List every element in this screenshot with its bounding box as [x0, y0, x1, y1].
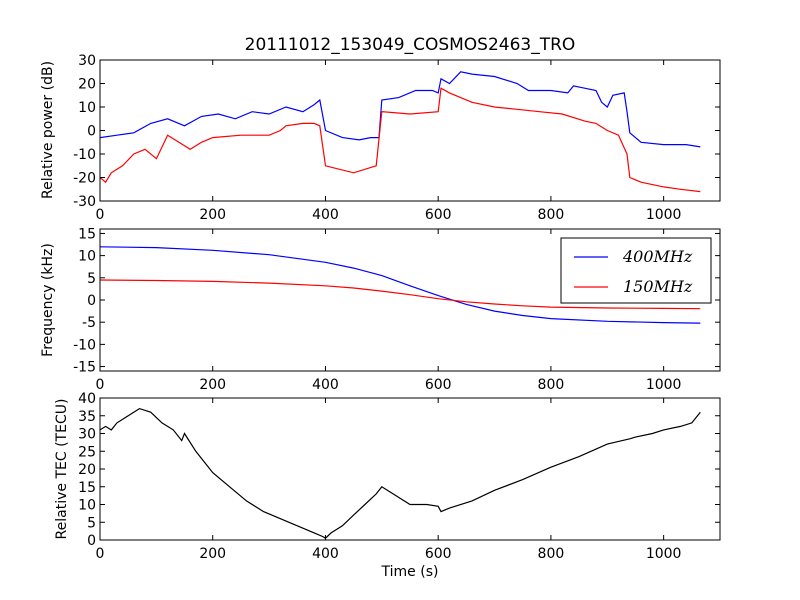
x-tick-label: 800 [538, 546, 565, 562]
y-tick-label: 20 [78, 77, 96, 93]
y-tick-label: 0 [87, 533, 96, 549]
x-tick-label: 600 [425, 207, 452, 223]
x-tick-label: 200 [199, 546, 226, 562]
x-tick-label: 600 [425, 546, 452, 562]
y-tick-label: -10 [73, 147, 96, 163]
legend-box [560, 237, 712, 304]
panel-1-series-layer [100, 71, 701, 193]
x-tick-label: 400 [312, 377, 339, 393]
y-tick-label: 35 [78, 409, 96, 425]
x-tick-label: 400 [312, 546, 339, 562]
x-tick-label: 1000 [646, 546, 682, 562]
panel-1-series-1-line [100, 71, 701, 148]
y-tick-label: -30 [73, 194, 96, 210]
x-tick-label: 800 [538, 377, 565, 393]
panel-1-ylabel: Relative power (dB) [40, 61, 56, 199]
y-tick-label: 5 [87, 515, 96, 531]
panel-relative-power: 0 200 400 600 800 1000 -30 -20 -10 0 10 20 30 Relati… [40, 53, 721, 223]
chart-title: 20111012_153049_COSMOS2463_TRO [245, 35, 576, 55]
panel-3-series-1-line [100, 407, 701, 539]
x-tick-label: 600 [425, 377, 452, 393]
x-tick-label: 200 [199, 207, 226, 223]
y-tick-label: 5 [87, 271, 96, 287]
x-tick-label: 0 [96, 377, 105, 393]
y-tick-label: 25 [78, 444, 96, 460]
y-tick-label: 10 [78, 498, 96, 514]
panel-frequency: 0 200 400 600 800 1000 -15 -10 -5 0 5 10 15 Frequenc… [40, 226, 721, 393]
x-tick-label: 0 [96, 546, 105, 562]
panel-2-ylabel: Frequency (kHz) [40, 243, 56, 357]
y-tick-label: 40 [78, 391, 96, 407]
x-tick-label: 1000 [646, 207, 682, 223]
y-tick-label: 30 [78, 427, 96, 443]
x-tick-label: 1000 [646, 377, 682, 393]
y-tick-label: 10 [78, 249, 96, 265]
panel-3-series-layer [100, 407, 701, 539]
legend-label-400mhz: 400MHz [622, 247, 693, 266]
panel-2-series-layer [100, 246, 701, 324]
y-tick-label: -5 [82, 315, 96, 331]
legend-label-150mhz: 150MHz [623, 277, 693, 296]
panel-1-series-2-line [100, 87, 701, 193]
x-tick-label: 400 [312, 207, 339, 223]
y-tick-label: -20 [73, 171, 96, 187]
y-tick-label: 20 [78, 462, 96, 478]
y-tick-label: -15 [73, 360, 96, 376]
x-tick-label: 800 [538, 207, 565, 223]
panel-3-xlabel: Time (s) [381, 564, 439, 580]
y-tick-label: 10 [78, 100, 96, 116]
y-tick-label: 0 [87, 293, 96, 309]
y-tick-label: -10 [73, 337, 96, 353]
x-tick-label: 0 [96, 207, 105, 223]
panel-2-series-1-line [100, 246, 701, 324]
x-tick-label: 200 [199, 377, 226, 393]
panel-2-ticks: 0 200 400 600 800 1000 -15 -10 -5 0 5 10 15 [73, 226, 720, 393]
panel-2-series-2-line [100, 279, 701, 310]
y-tick-label: 15 [78, 226, 96, 242]
y-tick-label: 15 [78, 480, 96, 496]
panel-1-ticks: 0 200 400 600 800 1000 -30 -20 -10 0 10 20 30 [73, 53, 720, 223]
panel-2-legend: 400MHz 150MHz [560, 237, 712, 304]
y-tick-label: 30 [78, 53, 96, 69]
y-tick-label: 0 [87, 124, 96, 140]
panel-3-ylabel: Relative TEC (TECU) [54, 399, 70, 540]
